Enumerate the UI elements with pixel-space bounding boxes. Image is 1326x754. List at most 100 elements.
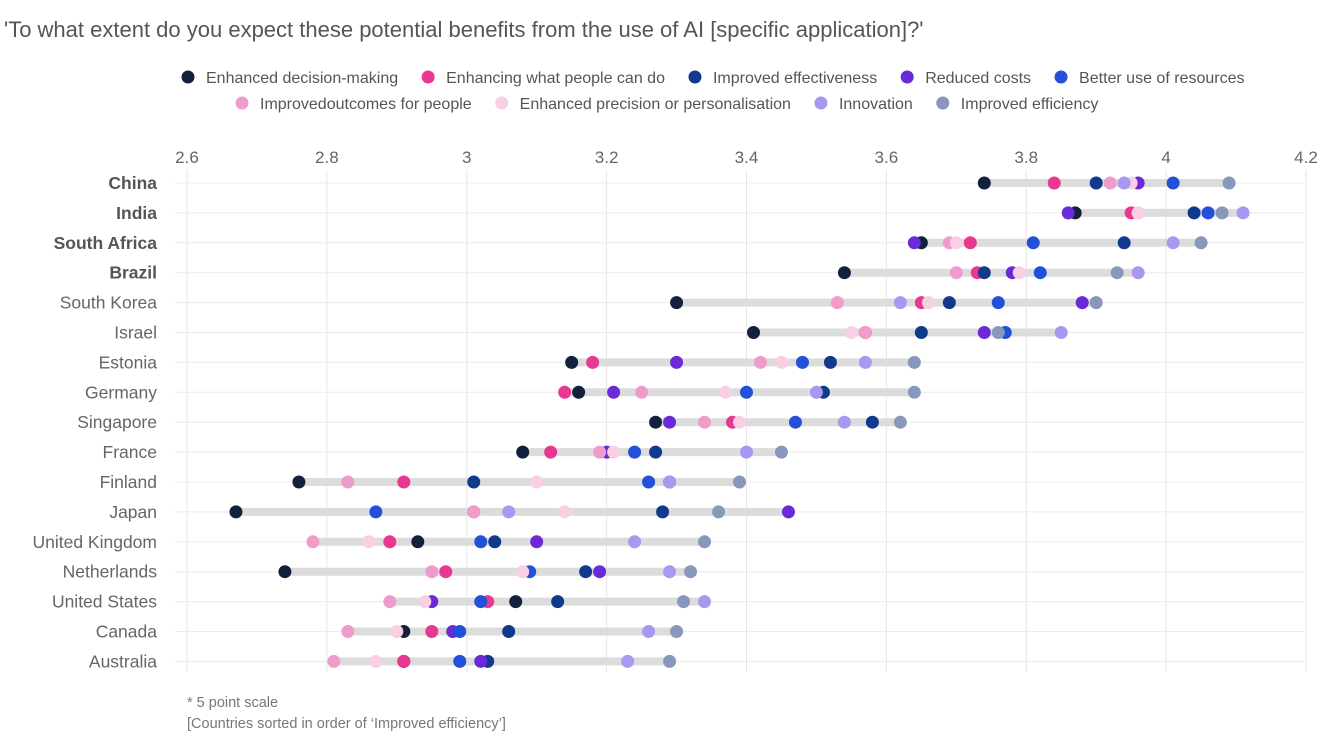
data-point: [1131, 266, 1145, 280]
data-point: [453, 654, 467, 668]
data-point: [1166, 176, 1180, 190]
legend-item: Enhanced precision or personalisation: [495, 96, 791, 113]
data-point: [327, 654, 341, 668]
data-point: [991, 326, 1005, 339]
legend-label: Improved effectiveness: [713, 70, 877, 87]
data-point: [551, 595, 565, 609]
data-point: [712, 505, 726, 519]
x-tick-label: 2.6: [175, 148, 199, 167]
data-point: [1187, 206, 1201, 220]
data-point: [439, 565, 453, 579]
footnote: * 5 point scale: [187, 695, 278, 711]
data-point: [502, 505, 516, 519]
legend-marker: [421, 70, 435, 84]
x-tick-label: 3: [462, 148, 471, 167]
category-label: South Africa: [54, 233, 158, 253]
legend-item: Improved efficiency: [936, 96, 1098, 113]
data-point: [858, 326, 872, 339]
data-point: [467, 505, 481, 519]
data-point: [474, 535, 488, 549]
data-point: [1103, 176, 1117, 190]
data-point: [516, 445, 530, 459]
data-point: [628, 535, 642, 549]
data-point: [865, 415, 879, 429]
data-point: [858, 355, 872, 369]
data-point: [774, 355, 788, 369]
data-point: [635, 385, 649, 399]
data-point: [530, 535, 544, 549]
data-point: [1075, 296, 1089, 310]
data-point: [844, 326, 858, 339]
chart-title: 'To what extent do you expect these pote…: [4, 17, 924, 42]
data-point: [467, 475, 481, 489]
data-point: [733, 475, 747, 489]
legend-label: Enhancing what people can do: [446, 70, 665, 87]
y-axis-categories: China India South Africa Brazil South Korea I…: [32, 173, 157, 671]
data-point: [397, 475, 411, 489]
data-point: [1054, 326, 1068, 339]
data-point: [1089, 176, 1103, 190]
data-point: [719, 385, 733, 399]
legend-item: Enhancing what people can do: [421, 70, 665, 87]
data-point: [502, 625, 516, 638]
legend-marker: [1054, 70, 1068, 84]
data-point: [572, 385, 586, 399]
data-point: [341, 475, 355, 489]
data-point: [663, 654, 677, 668]
data-point: [1194, 236, 1208, 250]
legend-item: Better use of resources: [1054, 70, 1244, 87]
legend-marker: [900, 70, 914, 84]
category-label: India: [116, 203, 157, 223]
category-label: Japan: [109, 502, 157, 522]
data-point: [670, 625, 684, 638]
data-point: [656, 505, 670, 519]
category-label: Israel: [114, 323, 157, 343]
data-point: [1215, 206, 1229, 220]
data-point: [229, 505, 243, 519]
data-point: [383, 535, 397, 549]
data-point: [1166, 236, 1180, 250]
category-label: Germany: [85, 382, 157, 402]
legend-marker: [814, 96, 828, 110]
data-point: [488, 535, 502, 549]
data-point: [949, 266, 963, 280]
legend-item: Innovation: [814, 96, 913, 113]
data-point: [1131, 206, 1145, 220]
legend-item: Reduced costs: [900, 70, 1031, 87]
data-point: [907, 355, 921, 369]
data-point: [292, 475, 306, 489]
data-point: [830, 296, 844, 310]
data-point: [809, 385, 823, 399]
data-point: [795, 355, 809, 369]
data-point: [369, 505, 383, 519]
legend-marker: [181, 70, 195, 84]
data-point: [397, 654, 411, 668]
data-point: [893, 415, 907, 429]
data-point: [663, 415, 677, 429]
data-point: [837, 266, 851, 280]
data-point: [1089, 296, 1103, 310]
data-point: [774, 445, 788, 459]
data-point: [1117, 176, 1131, 190]
data-point: [977, 326, 991, 339]
data-point: [893, 296, 907, 310]
data-point: [746, 326, 760, 339]
data-point: [558, 505, 572, 519]
category-label: South Korea: [60, 293, 158, 313]
category-label: China: [108, 173, 157, 193]
legend-label: Enhanced decision-making: [206, 70, 398, 87]
data-point: [362, 535, 376, 549]
footnote: [Countries sorted in order of ‘Improved …: [187, 716, 506, 732]
legend-item: Improved effectiveness: [688, 70, 877, 87]
data-point: [278, 565, 292, 579]
data-point: [991, 296, 1005, 310]
data-point: [977, 176, 991, 190]
data-point: [383, 595, 397, 609]
legend-item: Improvedoutcomes for people: [235, 96, 472, 113]
data-point: [1222, 176, 1236, 190]
legend-marker: [936, 96, 950, 110]
data-point: [530, 475, 544, 489]
data-point: [670, 355, 684, 369]
data-point: [425, 625, 439, 638]
data-point: [425, 565, 439, 579]
